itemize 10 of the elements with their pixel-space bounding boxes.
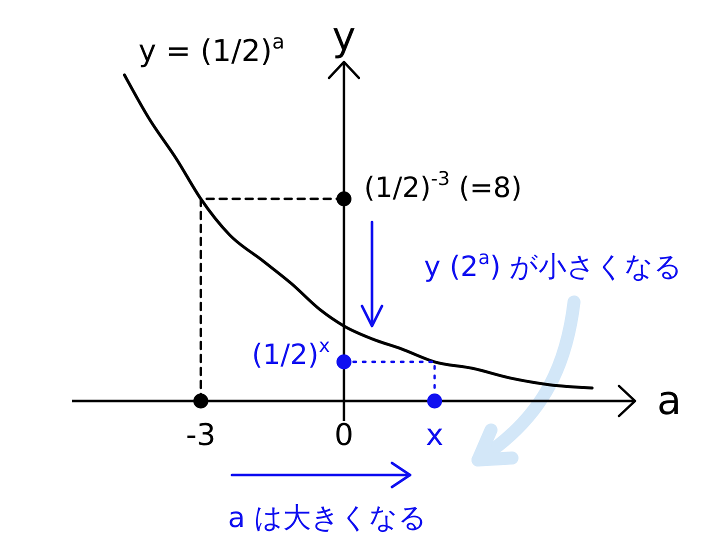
- y-axis-title: y: [332, 14, 356, 60]
- annotation: y (2$^{a}$) が小さくなる: [424, 247, 683, 283]
- x-tick-label: x: [426, 418, 444, 453]
- text: a は大きくなる: [228, 501, 428, 534]
- x-tick-label: -3: [186, 418, 216, 453]
- annotation: (1/2)$^{x}$: [252, 335, 330, 371]
- x-axis-title: a: [657, 378, 682, 424]
- annotation: (1/2)$^{-3}$ (=8): [364, 168, 522, 204]
- legend-label: y = (1/2)$^{a}$: [138, 29, 285, 69]
- x-tick-label: 0: [334, 418, 354, 453]
